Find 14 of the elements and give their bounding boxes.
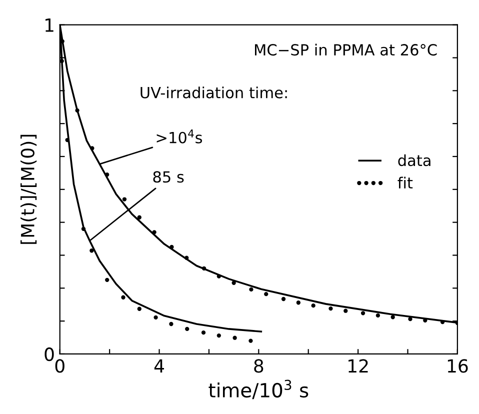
y-tick-label: 1 xyxy=(46,18,54,32)
x-tick-label: 16 xyxy=(448,359,468,373)
annotation: >10$^{4}$s xyxy=(156,130,202,144)
annotation: UV-irradiation time: xyxy=(140,86,287,98)
x-tick-label: 4 xyxy=(154,359,164,373)
annotation: 85 s xyxy=(153,171,184,183)
x-tick-label: 0 xyxy=(55,359,64,373)
x-axis-title: time/10$^{3}$ s xyxy=(208,380,308,400)
annotation: MC−SP in PPMA at 26°C xyxy=(254,44,437,56)
x-tick-label: 12 xyxy=(348,359,368,373)
legend-label: fit xyxy=(398,176,413,188)
x-tick-label: 8 xyxy=(254,359,264,373)
y-axis-title: [M(t)]/[M(0)] xyxy=(20,134,37,244)
legend-label: data xyxy=(398,154,430,166)
